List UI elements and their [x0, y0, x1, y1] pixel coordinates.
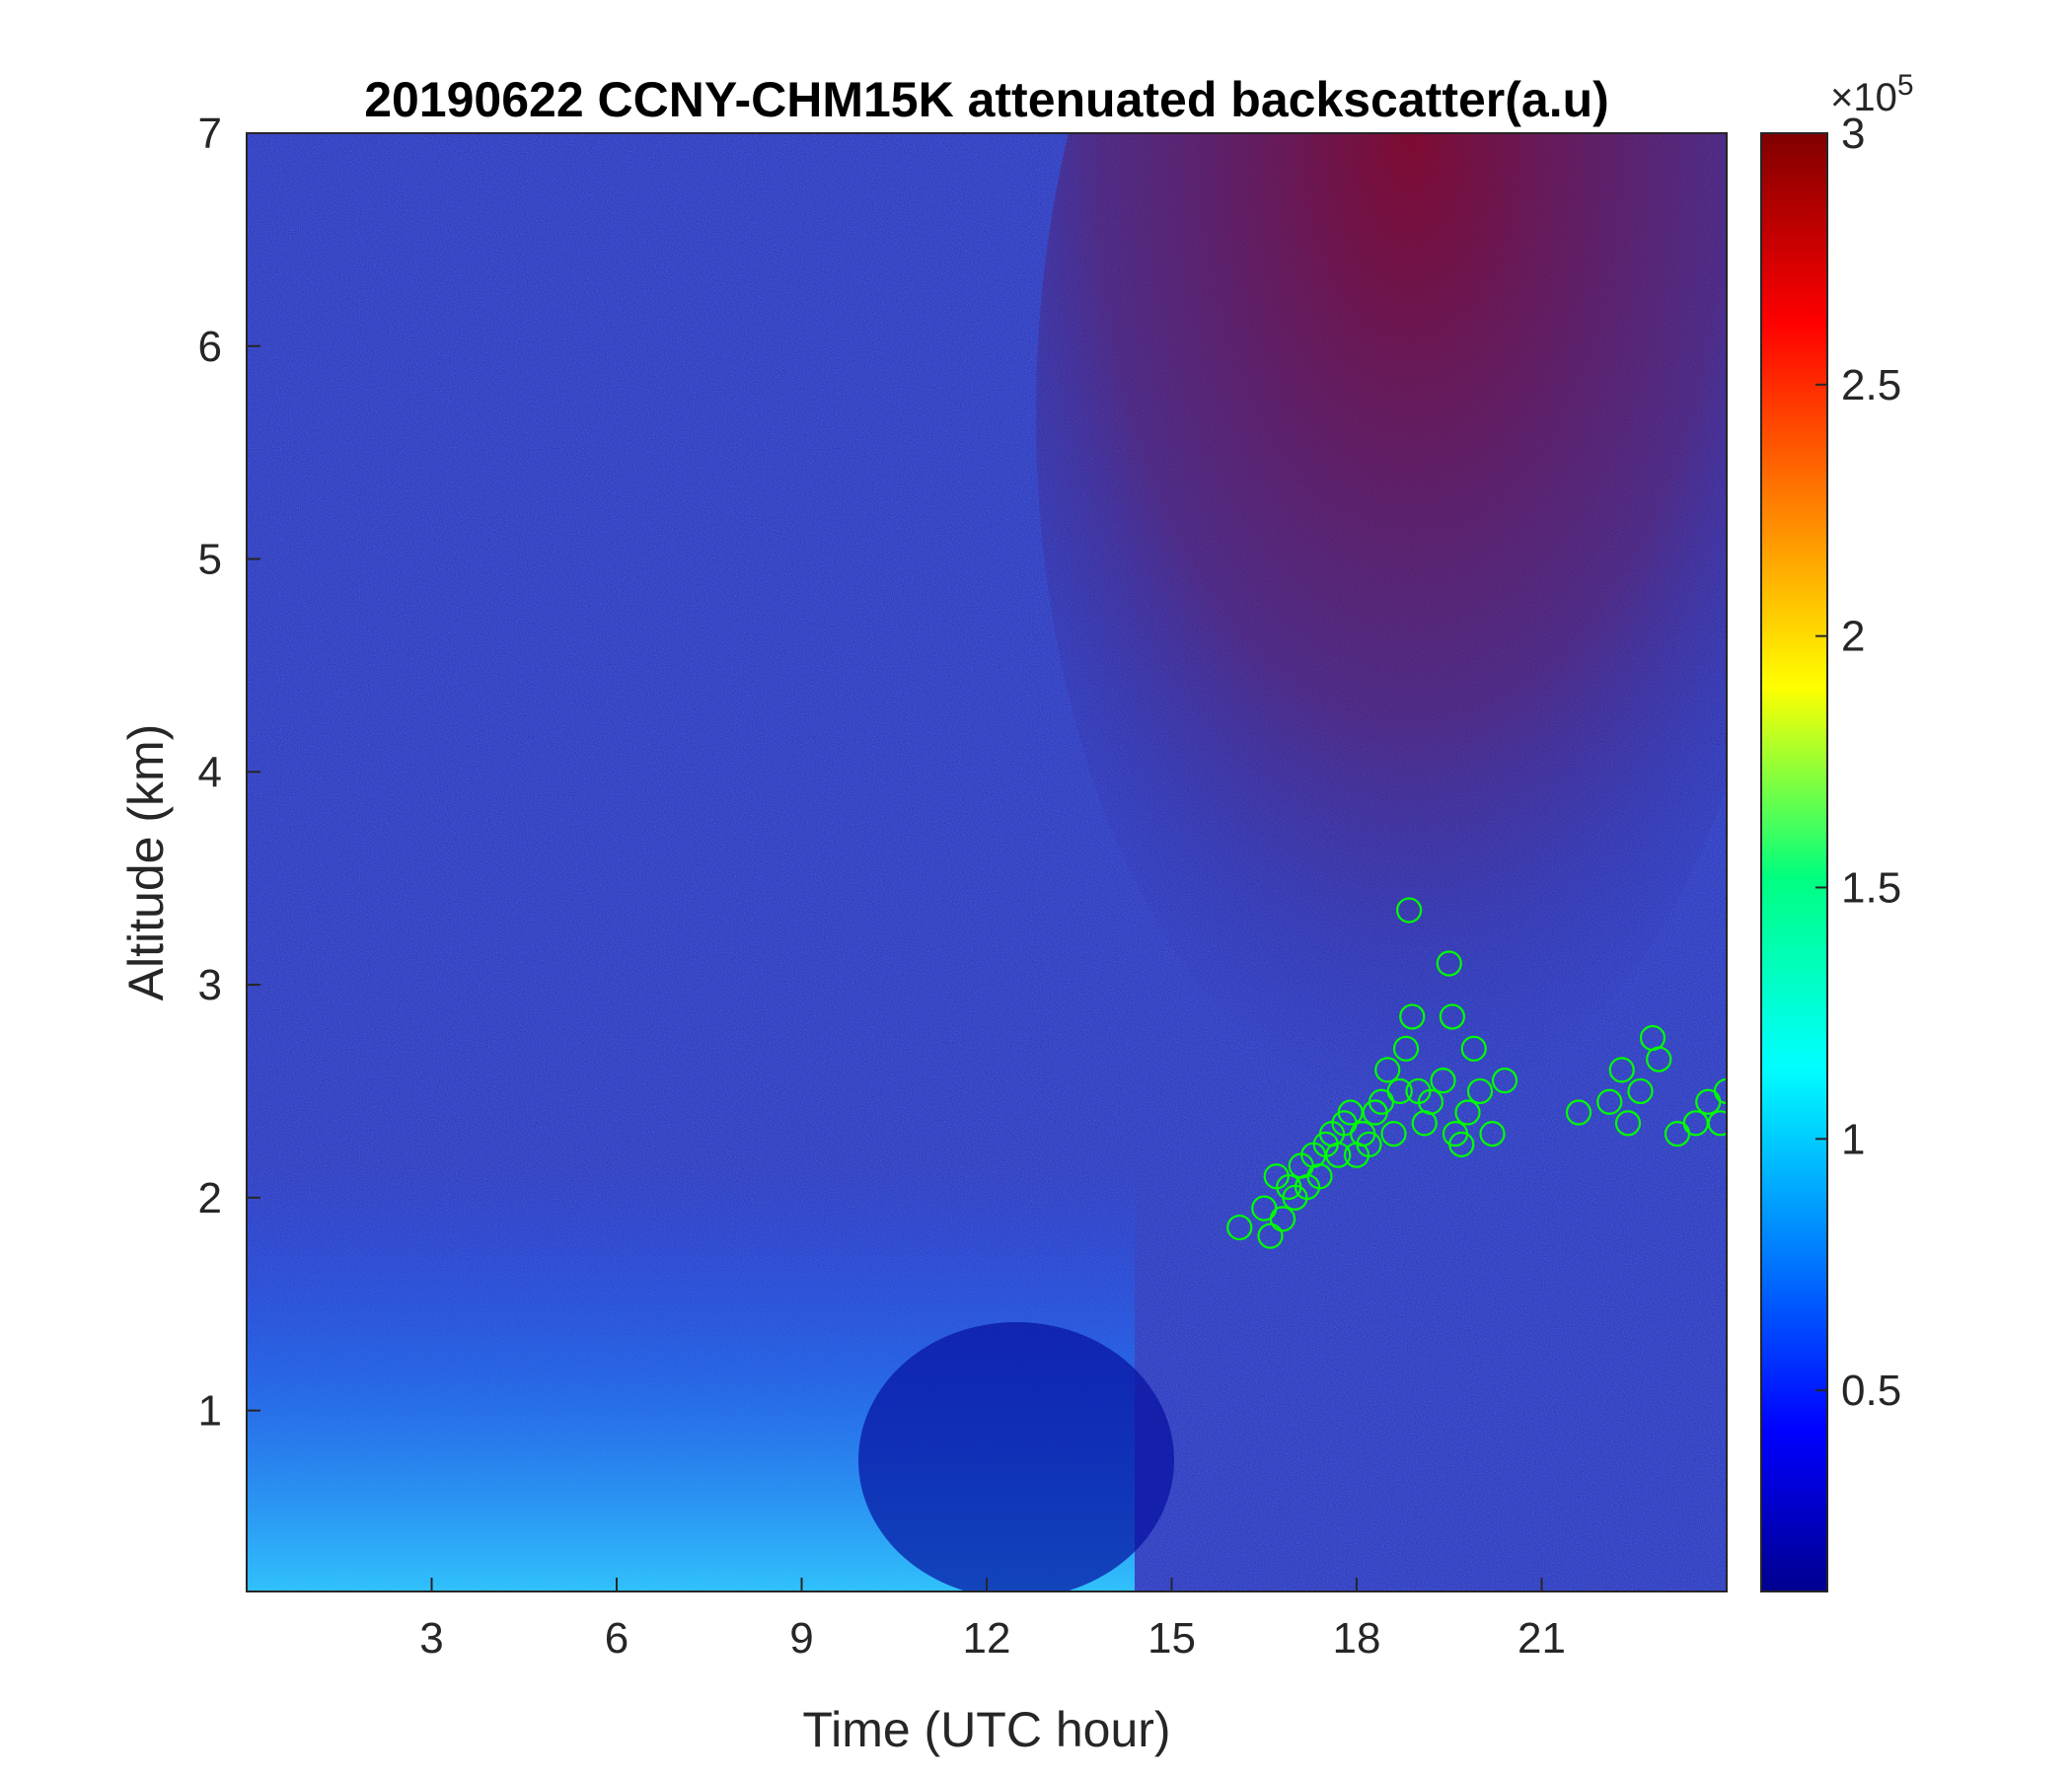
detection-marker: [1596, 1088, 1623, 1115]
y-tick-label: 2: [198, 1174, 222, 1222]
heatmap-low-dark-region: [858, 1322, 1174, 1591]
detection-marker: [1257, 1222, 1284, 1249]
y-tick-label: 5: [198, 536, 222, 584]
colorbar-ticks: 0.5 1 1.5 2 2.5 3: [1815, 110, 1901, 1415]
x-tick-label: 15: [1147, 1614, 1196, 1663]
colorbar-tick-label: 1: [1841, 1115, 1865, 1163]
detection-marker: [1439, 1003, 1465, 1030]
y-axis-label: Altitude (km): [118, 724, 174, 1001]
colorbar-tick-label: 3: [1841, 110, 1865, 158]
colorbar-tick-label: 1.5: [1841, 863, 1901, 912]
detection-marker: [1356, 1131, 1382, 1157]
x-tick-label: 12: [963, 1614, 1011, 1663]
detection-marker: [1269, 1206, 1296, 1232]
colorbar-tick-label: 2.5: [1841, 361, 1901, 409]
detection-markers: [1226, 897, 1727, 1249]
x-tick-label: 18: [1333, 1614, 1381, 1663]
detection-marker: [1417, 1088, 1444, 1115]
detection-marker: [1430, 1068, 1456, 1094]
detection-marker: [1374, 1057, 1401, 1083]
colorbar-tick-label: 2: [1841, 613, 1865, 661]
y-axis: 1 2 3 4 5 6 7: [198, 110, 260, 1436]
detection-marker: [1392, 1035, 1420, 1062]
chart-title: 20190622 CCNY-CHM15K attenuated backscat…: [364, 72, 1609, 127]
detection-marker: [1491, 1068, 1518, 1094]
x-axis-label: Time (UTC hour): [802, 1702, 1170, 1757]
heatmap-aerosol-haze: [1036, 133, 1727, 1105]
detection-marker: [1325, 1142, 1352, 1168]
detection-marker: [1226, 1214, 1253, 1241]
x-axis: 3 6 9 12 15 18 21: [419, 1578, 1566, 1663]
y-tick-label: 7: [198, 110, 222, 158]
detection-marker: [1707, 1110, 1727, 1137]
y-tick-label: 1: [198, 1387, 222, 1436]
detection-marker: [1608, 1057, 1635, 1083]
detection-marker: [1436, 950, 1462, 977]
colorbar-multiplier: ×105: [1830, 69, 1914, 119]
detection-marker: [1454, 1099, 1481, 1126]
x-tick-label: 21: [1517, 1614, 1566, 1663]
detection-marker: [1380, 1121, 1407, 1147]
detection-marker: [1306, 1163, 1333, 1190]
y-tick-label: 4: [198, 748, 222, 796]
x-tick-label: 9: [789, 1614, 813, 1663]
y-tick-label: 6: [198, 323, 222, 371]
detection-marker: [1713, 1077, 1727, 1105]
detection-marker: [1479, 1121, 1506, 1147]
detection-marker: [1386, 1077, 1413, 1105]
detection-marker: [1460, 1035, 1487, 1062]
detection-marker: [1466, 1077, 1494, 1105]
colorbar: [1760, 132, 1828, 1592]
detection-marker: [1399, 1003, 1426, 1030]
y-tick-label: 3: [198, 961, 222, 1009]
detection-marker: [1396, 897, 1423, 924]
colorbar-multiplier-exponent: 5: [1897, 69, 1914, 102]
detection-marker: [1448, 1131, 1475, 1157]
detection-marker: [1565, 1099, 1592, 1126]
colorbar-tick-label: 0.5: [1841, 1367, 1901, 1415]
detection-marker: [1614, 1110, 1642, 1137]
plot-area: [247, 133, 1727, 1591]
detection-marker: [1646, 1046, 1672, 1073]
x-tick-label: 6: [605, 1614, 629, 1663]
detection-marker: [1627, 1077, 1654, 1105]
x-tick-label: 3: [419, 1614, 443, 1663]
colorbar-multiplier-base: ×10: [1830, 76, 1897, 119]
